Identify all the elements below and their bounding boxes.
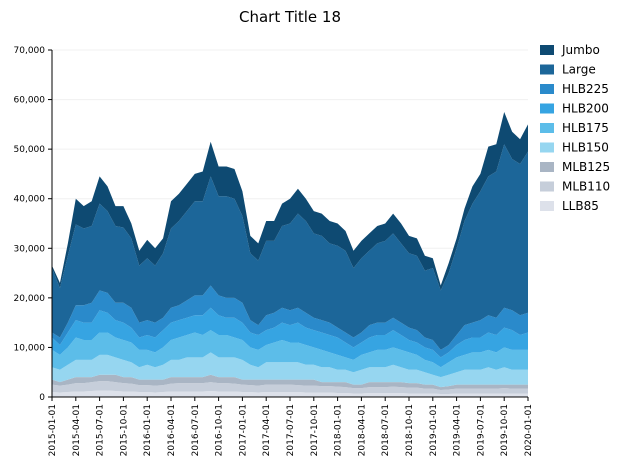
y-tick-label: 30,000 — [14, 244, 46, 254]
legend-label-mlb125: MLB125 — [562, 160, 610, 174]
x-tick-label: 2016-10-01 — [215, 404, 225, 456]
x-tick-label: 2018-07-01 — [381, 404, 391, 456]
y-tick-label: 10,000 — [14, 343, 46, 353]
legend-swatch-hlb150 — [540, 142, 554, 153]
y-tick-label: 0 — [39, 393, 45, 403]
x-tick-label: 2016-01-01 — [143, 404, 153, 456]
chart-title: Chart Title 18 — [239, 8, 341, 26]
x-tick-label: 2016-07-01 — [191, 404, 201, 456]
x-tick-label: 2019-07-01 — [476, 404, 486, 456]
x-tick-label: 2016-04-01 — [167, 404, 177, 456]
legend-label-llb85: LLB85 — [562, 199, 599, 213]
area-hlb150 — [52, 352, 528, 388]
x-tick-label: 2015-07-01 — [96, 404, 106, 456]
x-tick-label: 2018-01-01 — [334, 404, 344, 456]
x-tick-label: 2015-10-01 — [119, 404, 129, 456]
legend-swatch-large — [540, 64, 554, 75]
x-tick-label: 2015-01-01 — [48, 404, 58, 456]
legend-label-hlb150: HLB150 — [562, 141, 609, 155]
area-large — [52, 144, 528, 350]
area-llb85 — [52, 390, 528, 397]
legend-swatch-hlb175 — [540, 123, 554, 133]
x-tick-label: 2019-04-01 — [453, 404, 463, 456]
y-tick-label: 50,000 — [14, 145, 46, 155]
axes: 0 10,000 20,000 30,000 40,000 50,000 60,000 70,… — [14, 46, 535, 456]
x-tick-label: 2015-04-01 — [72, 404, 82, 456]
x-tick-label: 2018-04-01 — [357, 404, 367, 456]
legend-swatch-llb85 — [540, 201, 554, 211]
x-tick-label: 2019-10-01 — [500, 404, 510, 456]
legend-label-large: Large — [562, 63, 596, 77]
legend-swatch-mlb125 — [540, 162, 554, 172]
x-tick-label: 2020-01-01 — [524, 404, 534, 456]
legend-swatch-hlb225 — [540, 84, 554, 94]
area-hlb225 — [52, 285, 528, 358]
area-hlb200 — [52, 307, 528, 368]
legend-label-hlb175: HLB175 — [562, 121, 609, 135]
legend-label-mlb110: MLB110 — [562, 180, 610, 194]
legend-label-hlb200: HLB200 — [562, 102, 609, 116]
x-tick-label: 2018-10-01 — [405, 404, 415, 456]
y-tick-label: 40,000 — [14, 195, 46, 205]
x-tick-label: 2017-01-01 — [238, 404, 248, 456]
x-tick-label: 2019-01-01 — [429, 404, 439, 456]
x-tick-label: 2017-10-01 — [310, 404, 320, 456]
legend: Jumbo Large HLB225 HLB200 HLB175 HLB150 MLB125… — [540, 43, 610, 213]
x-tick-label: 2017-07-01 — [286, 404, 296, 456]
y-tick-label: 60,000 — [14, 96, 46, 106]
legend-swatch-jumbo — [540, 45, 554, 55]
plot-areas — [52, 111, 528, 397]
area-hlb175 — [52, 330, 528, 378]
area-jumbo — [52, 111, 528, 291]
y-tick-label: 70,000 — [14, 46, 46, 56]
x-tick-label: 2017-04-01 — [262, 404, 272, 456]
area-mlb125 — [52, 374, 528, 391]
legend-label-hlb225: HLB225 — [562, 82, 609, 96]
legend-swatch-hlb200 — [540, 103, 554, 114]
legend-label-jumbo: Jumbo — [561, 43, 600, 57]
y-tick-label: 20,000 — [14, 294, 46, 304]
area-mlb110 — [52, 381, 528, 395]
legend-swatch-mlb110 — [540, 181, 554, 192]
